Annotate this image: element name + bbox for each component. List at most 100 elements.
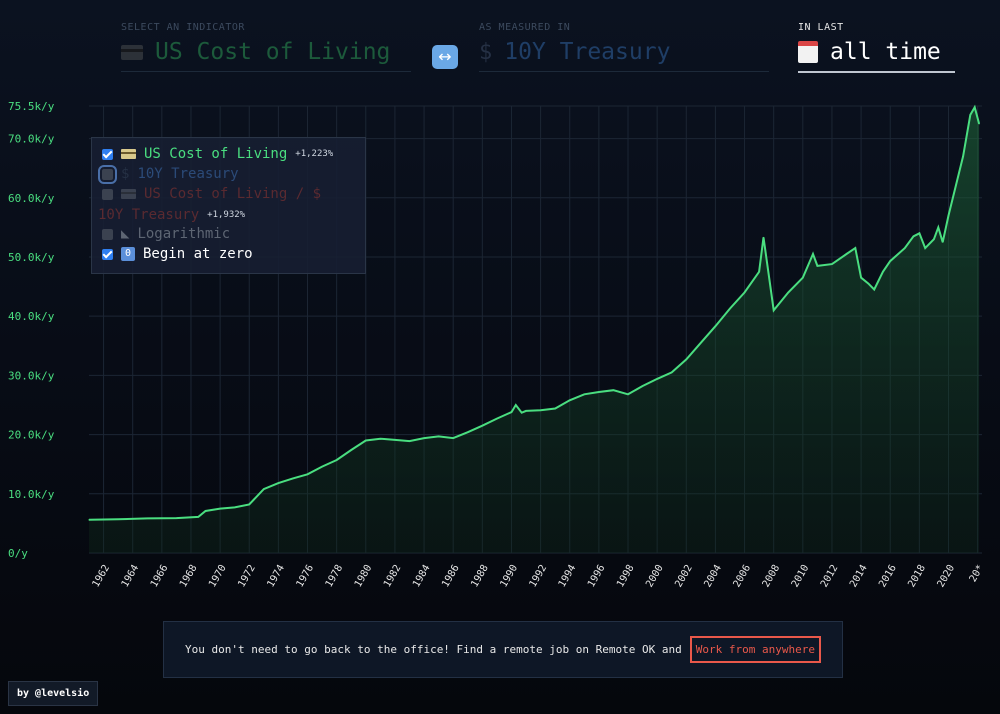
y-tick-label: 20.0k/y: [8, 429, 55, 442]
data-point: [955, 185, 957, 187]
y-tick-label: 10.0k/y: [8, 488, 55, 501]
legend-label: Begin at zero: [143, 246, 253, 262]
x-tick-label: 1974: [265, 563, 287, 589]
checkbox-checked-icon[interactable]: [102, 148, 113, 160]
x-tick-label: 1998: [615, 563, 637, 589]
legend-label: US Cost of Living: [144, 146, 288, 162]
x-tick-label: 2010: [790, 563, 812, 589]
data-point: [918, 232, 920, 234]
legend-item-ratio[interactable]: US Cost of Living / $: [102, 186, 321, 202]
data-point: [146, 517, 148, 519]
x-tick-label: 2014: [848, 563, 870, 589]
data-point: [452, 437, 454, 439]
data-point: [685, 358, 687, 360]
period-value[interactable]: all time: [830, 39, 941, 65]
x-tick-label: 2008: [761, 563, 783, 589]
measure-value[interactable]: 10Y Treasury: [504, 39, 671, 65]
legend-item-begin-at-zero[interactable]: 0 Begin at zero: [102, 246, 253, 262]
x-tick-label: 1982: [382, 563, 404, 589]
swap-icon[interactable]: ↔: [432, 45, 458, 69]
checkbox-checked-icon[interactable]: [102, 248, 113, 260]
data-point: [379, 438, 381, 440]
data-point: [292, 477, 294, 480]
x-tick-label: 1980: [353, 563, 375, 589]
legend-label: 10Y Treasury: [137, 166, 239, 182]
data-point: [263, 488, 265, 490]
remote-ok-banner: You don't need to go back to the office!…: [163, 621, 843, 678]
data-point: [612, 389, 615, 391]
x-tick-label: 1986: [440, 563, 462, 589]
x-tick-label: 1996: [586, 563, 608, 589]
data-point: [554, 407, 556, 410]
y-tick-label: 40.0k/y: [8, 310, 55, 323]
data-point: [175, 517, 178, 519]
data-point: [912, 235, 915, 237]
x-tick-label: 1962: [91, 563, 113, 589]
data-point: [671, 371, 673, 374]
checkbox-unchecked-icon[interactable]: [102, 188, 113, 200]
data-point: [438, 435, 440, 437]
x-tick-label: 1968: [178, 563, 200, 589]
legend-item-ratio-continuation: 10Y Treasury +1,932%: [98, 207, 245, 223]
data-point: [762, 236, 765, 239]
indicator-value[interactable]: US Cost of Living: [155, 39, 391, 65]
period-selector[interactable]: IN LAST all time: [798, 22, 955, 73]
series-area-us-cost-of-living: [89, 107, 980, 553]
data-point: [248, 503, 250, 506]
triangular-ruler-icon: ◣: [121, 226, 130, 242]
byline-link[interactable]: by @levelsio: [8, 681, 99, 706]
data-point: [481, 425, 483, 427]
data-point: [219, 507, 221, 510]
chart-legend: US Cost of Living +1,223% $ 10Y Treasury…: [91, 137, 366, 274]
data-point: [569, 399, 571, 401]
data-point: [845, 253, 848, 255]
y-tick-label: 70.0k/y: [8, 133, 55, 146]
data-point: [974, 106, 976, 108]
data-point: [729, 307, 731, 310]
x-tick-label: 2016: [877, 563, 899, 589]
x-tick-label: 1994: [557, 563, 579, 589]
data-point: [816, 265, 818, 267]
data-point: [978, 123, 980, 125]
x-tick-label: 1976: [295, 563, 317, 589]
data-point: [197, 516, 199, 518]
data-point: [787, 291, 789, 294]
measure-selector[interactable]: AS MEASURED IN $ 10Y Treasury: [479, 22, 769, 72]
data-point: [714, 325, 717, 327]
data-point: [467, 431, 469, 433]
x-tick-label: 1964: [120, 563, 142, 589]
x-tick-label: 2018: [906, 563, 928, 589]
legend-item-us-cost-of-living[interactable]: US Cost of Living +1,223%: [102, 146, 333, 162]
zero-keycap-icon: 0: [121, 247, 135, 261]
checkbox-unchecked-icon[interactable]: [98, 164, 117, 184]
data-points: [88, 106, 980, 521]
calendar-icon: [798, 41, 818, 63]
data-point: [937, 226, 939, 228]
data-point: [743, 291, 746, 294]
data-point: [510, 411, 513, 413]
data-point: [802, 277, 804, 279]
legend-badge: +1,223%: [295, 149, 334, 159]
data-point: [812, 253, 814, 255]
x-tick-label: 2006: [732, 563, 754, 589]
x-tick-label: 1978: [324, 563, 346, 589]
data-point: [831, 263, 833, 265]
data-point: [641, 385, 644, 387]
data-point: [204, 510, 207, 512]
x-tick-label: 1970: [207, 563, 229, 589]
data-point: [860, 277, 862, 279]
y-tick-label: 30.0k/y: [8, 369, 55, 382]
legend-item-logarithmic[interactable]: ◣ Logarithmic: [102, 226, 230, 242]
x-axis: 1962 1964 1966 1968 1970 1972 1974 1976 1978 1980…: [91, 563, 987, 589]
legend-item-10y-treasury[interactable]: $ 10Y Treasury: [98, 164, 239, 184]
data-point: [88, 519, 90, 521]
data-point: [700, 342, 702, 344]
x-tick-label: 2000: [644, 563, 666, 589]
indicator-selector[interactable]: SELECT AN INDICATOR US Cost of Living: [121, 22, 411, 72]
checkbox-unchecked-icon[interactable]: [102, 228, 113, 240]
measure-caption: AS MEASURED IN: [479, 22, 571, 33]
data-point: [525, 410, 527, 412]
dollar-icon: $: [121, 166, 130, 182]
work-from-anywhere-link[interactable]: Work from anywhere: [689, 636, 821, 663]
data-point: [306, 473, 309, 475]
